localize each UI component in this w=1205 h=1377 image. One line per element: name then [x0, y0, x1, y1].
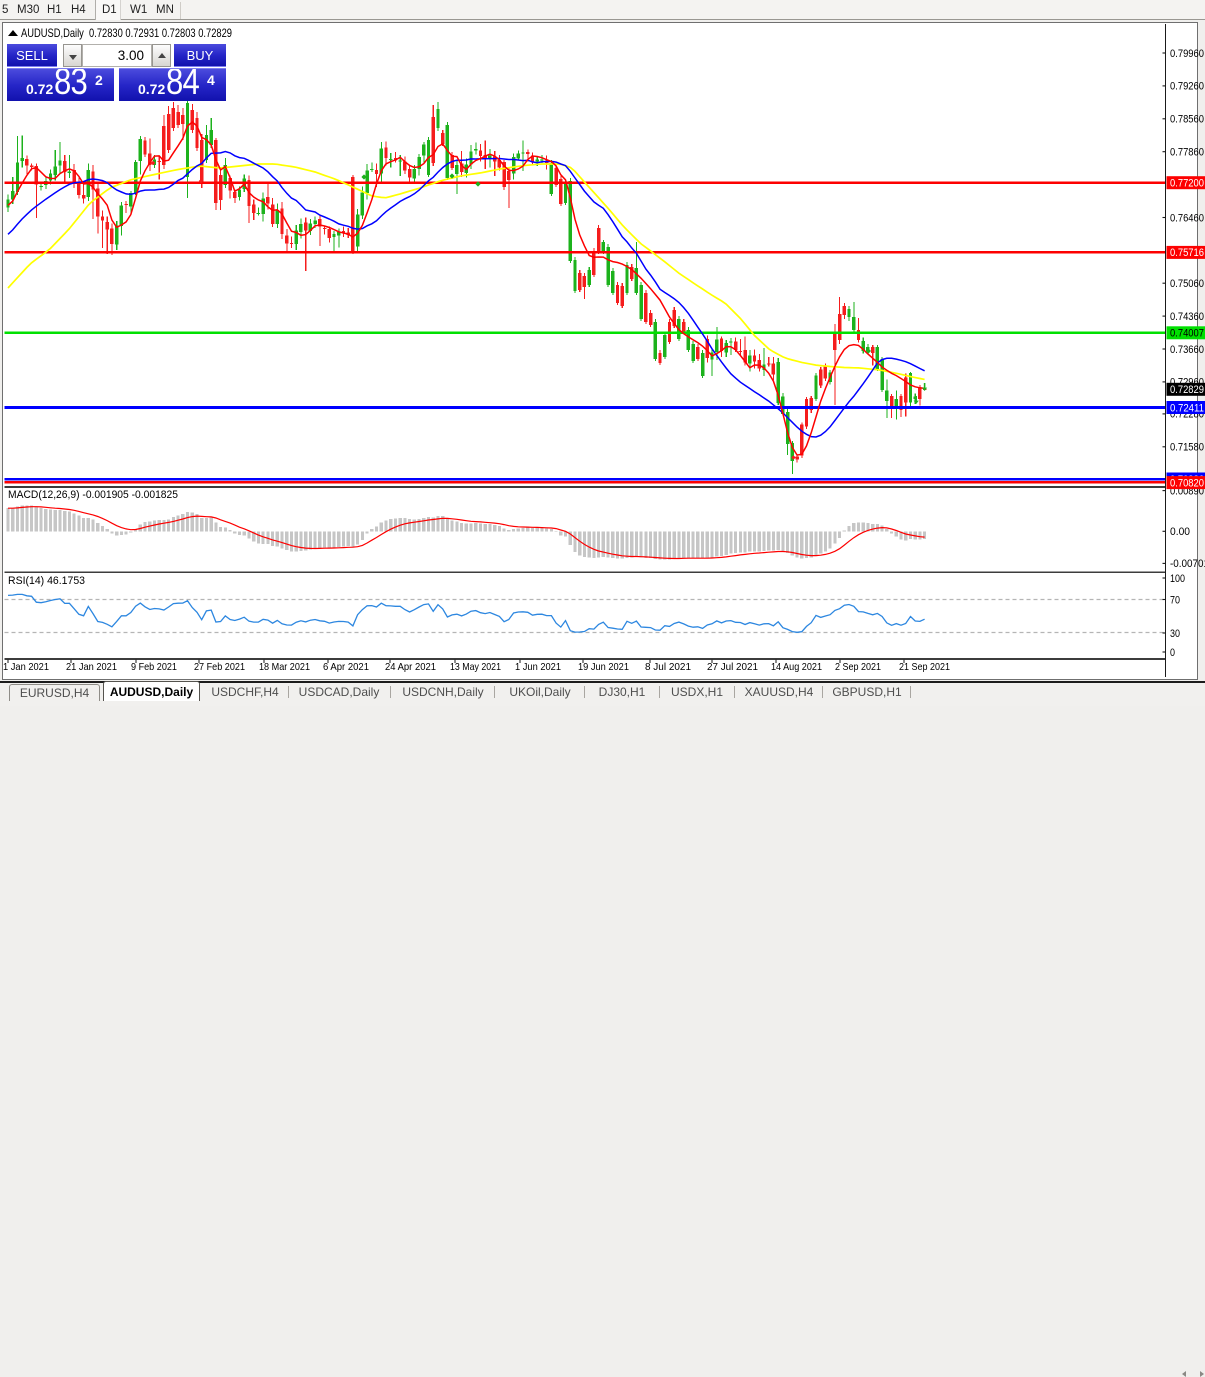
svg-text:0.74360: 0.74360	[1170, 311, 1204, 323]
svg-text:0.72829: 0.72829	[1170, 384, 1204, 396]
svg-text:MACD(12,26,9) -0.001905 -0.001: MACD(12,26,9) -0.001905 -0.001825	[8, 489, 178, 501]
svg-text:2 Sep 2021: 2 Sep 2021	[835, 661, 881, 673]
svg-text:0: 0	[1170, 647, 1175, 659]
svg-text:0.73660: 0.73660	[1170, 344, 1204, 356]
svg-text:0.76460: 0.76460	[1170, 212, 1204, 224]
svg-text:18 Mar 2021: 18 Mar 2021	[259, 661, 310, 673]
svg-text:8 Jul 2021: 8 Jul 2021	[645, 661, 691, 673]
svg-text:9 Feb 2021: 9 Feb 2021	[131, 661, 177, 673]
svg-text:AUDUSD,Daily 0.72830 0.72931: AUDUSD,Daily 0.72830 0.72931 0.72803 0.7…	[21, 26, 232, 40]
svg-text:100: 100	[1170, 573, 1185, 585]
svg-text:24 Apr 2021: 24 Apr 2021	[385, 661, 436, 673]
svg-text:0.77200: 0.77200	[1170, 178, 1204, 190]
svg-text:14 Aug 2021: 14 Aug 2021	[771, 661, 822, 673]
svg-text:0.00: 0.00	[1170, 526, 1190, 538]
svg-text:1 Jun 2021: 1 Jun 2021	[515, 661, 561, 673]
svg-text:RSI(14) 46.1753: RSI(14) 46.1753	[8, 575, 85, 587]
svg-text:21 Sep 2021: 21 Sep 2021	[899, 661, 950, 673]
svg-text:0.79260: 0.79260	[1170, 81, 1204, 93]
svg-text:30: 30	[1170, 628, 1180, 640]
svg-text:0.72411: 0.72411	[1170, 402, 1204, 414]
svg-text:70: 70	[1170, 594, 1180, 606]
svg-text:0.71580: 0.71580	[1170, 442, 1204, 454]
svg-text:27 Feb 2021: 27 Feb 2021	[194, 661, 245, 673]
svg-text:0.70820: 0.70820	[1170, 477, 1204, 489]
svg-text:0.78560: 0.78560	[1170, 114, 1204, 126]
svg-text:27 Jul 2021: 27 Jul 2021	[707, 661, 758, 673]
svg-text:6 Apr 2021: 6 Apr 2021	[323, 661, 369, 673]
svg-text:0.74007: 0.74007	[1170, 328, 1204, 340]
svg-text:0.75060: 0.75060	[1170, 278, 1204, 290]
svg-text:0.75716: 0.75716	[1170, 247, 1204, 259]
svg-text:1 Jan 2021: 1 Jan 2021	[3, 661, 49, 673]
svg-text:13 May 2021: 13 May 2021	[450, 661, 501, 673]
svg-text:0.79960: 0.79960	[1170, 48, 1204, 60]
svg-text:0.77860: 0.77860	[1170, 147, 1204, 159]
svg-text:19 Jun 2021: 19 Jun 2021	[578, 661, 629, 673]
svg-text:21 Jan 2021: 21 Jan 2021	[66, 661, 117, 673]
